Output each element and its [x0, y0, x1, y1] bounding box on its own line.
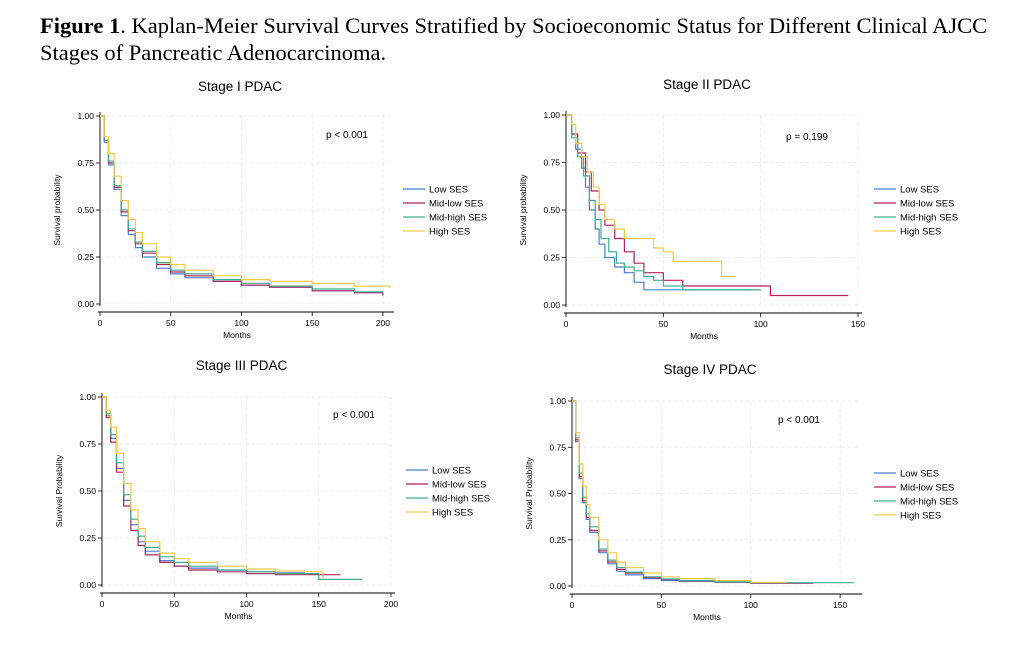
series-line — [102, 396, 324, 580]
x-tick-label: 0 — [564, 319, 569, 329]
legend-label: Low SES — [900, 469, 939, 480]
figure-caption: Figure 1. Kaplan-Meier Survival Curves S… — [40, 12, 1000, 66]
x-tick-label: 50 — [166, 318, 176, 328]
figure-caption-text: . Kaplan-Meier Survival Curves Stratifie… — [40, 13, 988, 65]
y-tick-label: 1.00 — [77, 111, 94, 121]
legend-label: Mid-low SES — [432, 480, 486, 491]
legend-label: Low SES — [432, 466, 471, 477]
y-tick-label: 0.25 — [543, 253, 560, 263]
y-tick-label: 0.50 — [79, 486, 96, 496]
y-axis-label: Survival Probability — [54, 454, 64, 527]
chart-title: Stage II PDAC — [663, 77, 751, 92]
figure-label: Figure 1 — [40, 13, 121, 38]
x-axis-label: Months — [225, 611, 253, 621]
legend-label: Low SES — [429, 185, 468, 196]
y-tick-label: 0.75 — [77, 158, 94, 168]
series-line — [566, 114, 736, 278]
x-tick-label: 50 — [170, 599, 180, 609]
x-tick-label: 150 — [312, 599, 326, 609]
chart-panel-2: Stage II PDAC 0.00 0.25 0.50 0.75 1.00 0 50 100 1… — [518, 77, 958, 341]
legend-label: Mid-high SES — [900, 213, 958, 224]
y-tick-label: 0.75 — [79, 439, 96, 449]
legend-label: Mid-low SES — [900, 483, 954, 494]
x-tick-label: 0 — [98, 318, 103, 328]
legend-label: High SES — [432, 508, 473, 519]
p-value-annotation: p < 0.001 — [778, 415, 820, 426]
series-line — [102, 396, 319, 575]
x-axis-label: Months — [223, 330, 251, 340]
series-line — [100, 115, 391, 288]
x-tick-label: 150 — [851, 319, 865, 329]
y-tick-label: 0.75 — [549, 442, 566, 452]
p-value-annotation: p < 0.001 — [333, 410, 375, 421]
series-line — [572, 400, 855, 584]
p-value-annotation: p < 0.001 — [326, 130, 368, 141]
y-tick-label: 0.50 — [77, 205, 94, 215]
x-tick-label: 150 — [305, 318, 319, 328]
x-tick-label: 200 — [376, 318, 390, 328]
legend-label: Mid-high SES — [900, 497, 958, 508]
y-tick-label: 0.25 — [79, 533, 96, 543]
chart-title: Stage III PDAC — [196, 358, 288, 373]
x-tick-label: 200 — [384, 599, 398, 609]
y-tick-label: 0.25 — [77, 252, 94, 262]
chart-panel-1: Stage I PDAC 0.00 0.25 0.50 0.75 1.00 0 50 100 15… — [52, 79, 487, 340]
legend-label: Mid-high SES — [432, 494, 490, 505]
y-axis-label: Survival probability — [518, 174, 528, 246]
legend-label: High SES — [429, 227, 470, 238]
chart-title: Stage IV PDAC — [663, 362, 756, 377]
legend-label: Mid-low SES — [429, 199, 483, 210]
y-tick-label: 0.50 — [543, 205, 560, 215]
x-tick-label: 100 — [234, 318, 248, 328]
y-tick-label: 1.00 — [549, 396, 566, 406]
x-tick-label: 0 — [570, 600, 575, 610]
y-tick-label: 0.50 — [549, 489, 566, 499]
x-tick-label: 100 — [744, 600, 758, 610]
x-tick-label: 50 — [657, 600, 667, 610]
legend-label: Low SES — [900, 185, 939, 196]
chart-title: Stage I PDAC — [198, 79, 282, 94]
series-line — [102, 396, 363, 580]
series-line — [572, 400, 787, 583]
y-tick-label: 0.25 — [549, 535, 566, 545]
y-tick-label: 1.00 — [79, 392, 96, 402]
x-tick-label: 0 — [100, 599, 105, 609]
y-tick-label: 0.00 — [79, 580, 96, 590]
x-axis-label: Months — [693, 612, 721, 622]
series-line — [102, 396, 341, 576]
x-tick-label: 100 — [239, 599, 253, 609]
series-line — [566, 114, 849, 297]
y-tick-label: 0.00 — [549, 581, 566, 591]
legend-label: Mid-high SES — [429, 213, 487, 224]
x-tick-label: 100 — [754, 319, 768, 329]
y-tick-label: 1.00 — [543, 110, 560, 120]
y-tick-label: 0.00 — [543, 300, 560, 310]
p-value-annotation: p = 0.199 — [786, 132, 828, 143]
y-tick-label: 0.00 — [77, 299, 94, 309]
x-axis-label: Months — [690, 331, 718, 341]
x-tick-label: 50 — [659, 319, 669, 329]
y-axis-label: Survival Probability — [524, 457, 534, 530]
legend-label: High SES — [900, 227, 941, 238]
series-line — [572, 400, 814, 584]
chart-panel-3: Stage III PDAC 0.00 0.25 0.50 0.75 1.00 0 50 100… — [54, 358, 490, 621]
legend-label: High SES — [900, 511, 941, 522]
legend-label: Mid-low SES — [900, 199, 954, 210]
x-tick-label: 150 — [833, 600, 847, 610]
chart-panel-4: Stage IV PDAC 0.00 0.25 0.50 0.75 1.00 0 50 100 1… — [524, 362, 958, 622]
y-axis-label: Survival probability — [52, 174, 62, 246]
y-tick-label: 0.75 — [543, 158, 560, 168]
